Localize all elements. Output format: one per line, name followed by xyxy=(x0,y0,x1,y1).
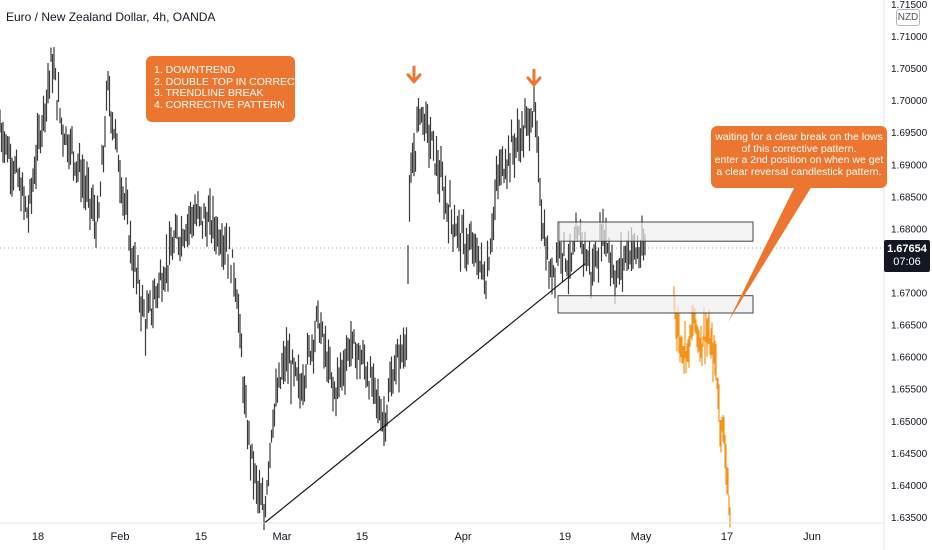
plan-line-3: enter a 2nd position on when we get xyxy=(714,154,884,166)
x-tick-label: Feb xyxy=(111,531,130,543)
x-tick-label: Mar xyxy=(273,531,292,543)
zone-lower[interactable] xyxy=(557,295,754,314)
trendline xyxy=(263,263,586,524)
y-tick-label: 1.63500 xyxy=(891,513,928,524)
setup-line-2: 2. DOUBLE TOP IN CORRECTION xyxy=(154,75,320,88)
plan-line-1: waiting for a clear break on the lows xyxy=(715,131,883,143)
x-tick-label: May xyxy=(631,531,652,543)
x-tick-label: 18 xyxy=(32,531,44,543)
x-tick-label: 17 xyxy=(721,531,733,543)
price-path xyxy=(0,47,646,531)
y-tick-label: 1.66000 xyxy=(891,353,928,364)
double-top-arrow-icon xyxy=(526,68,542,88)
chart-title: Euro / New Zealand Dollar, 4h, OANDA xyxy=(6,10,216,24)
x-tick-label: 19 xyxy=(559,531,571,543)
x-tick-label: Jun xyxy=(803,531,821,543)
plan-line-4: a clear reversal candlestick pattern. xyxy=(716,165,882,178)
double-top-arrow-icon xyxy=(406,65,422,85)
x-tick-label: 15 xyxy=(356,531,368,543)
double-top-markers xyxy=(406,65,542,88)
callout-pointer xyxy=(728,186,812,322)
setup-note[interactable]: 1. DOWNTREND 2. DOUBLE TOP IN CORRECTION… xyxy=(146,56,320,122)
zone-upper[interactable] xyxy=(557,221,754,242)
time-axis[interactable]: 18 Feb 15 Mar 15 Apr 19 May 17 Jun xyxy=(32,531,821,543)
zones xyxy=(557,221,754,314)
y-tick-label: 1.64500 xyxy=(891,449,928,460)
price-axis[interactable]: 1.71500 1.71000 1.70500 1.70000 1.69500 1.690… xyxy=(891,0,928,524)
setup-line-4: 4. CORRECTIVE PATTERN xyxy=(154,98,285,111)
y-tick-label: 1.68000 xyxy=(891,224,928,235)
trendline-segment[interactable] xyxy=(263,263,586,524)
y-tick-label: 1.71500 xyxy=(891,0,928,11)
current-price-value: 1.67654 xyxy=(887,243,927,255)
bar-countdown: 07:06 xyxy=(893,256,921,268)
y-tick-label: 1.69500 xyxy=(891,128,928,139)
currency-badge[interactable]: NZD xyxy=(896,9,920,26)
y-tick-label: 1.66500 xyxy=(891,321,928,332)
y-tick-label: 1.67000 xyxy=(891,289,928,300)
x-tick-label: Apr xyxy=(454,531,471,543)
current-price-tag: 1.67654 07:06 xyxy=(884,240,930,272)
plan-note[interactable]: waiting for a clear break on the lows of… xyxy=(711,126,887,188)
y-tick-label: 1.65500 xyxy=(891,385,928,396)
setup-line-1: 1. DOWNTREND xyxy=(154,64,236,76)
projection-path xyxy=(673,286,731,528)
x-tick-label: 15 xyxy=(195,531,207,543)
y-tick-label: 1.69000 xyxy=(891,160,928,171)
y-tick-label: 1.64000 xyxy=(891,481,928,492)
y-tick-label: 1.70500 xyxy=(891,64,928,75)
setup-line-3: 3. TRENDLINE BREAK xyxy=(154,87,264,99)
y-tick-label: 1.71000 xyxy=(891,32,928,43)
plan-line-2: of this corrective pattern. xyxy=(741,142,857,155)
y-tick-label: 1.70000 xyxy=(891,96,928,107)
y-tick-label: 1.68500 xyxy=(891,192,928,203)
y-tick-label: 1.65000 xyxy=(891,417,928,428)
